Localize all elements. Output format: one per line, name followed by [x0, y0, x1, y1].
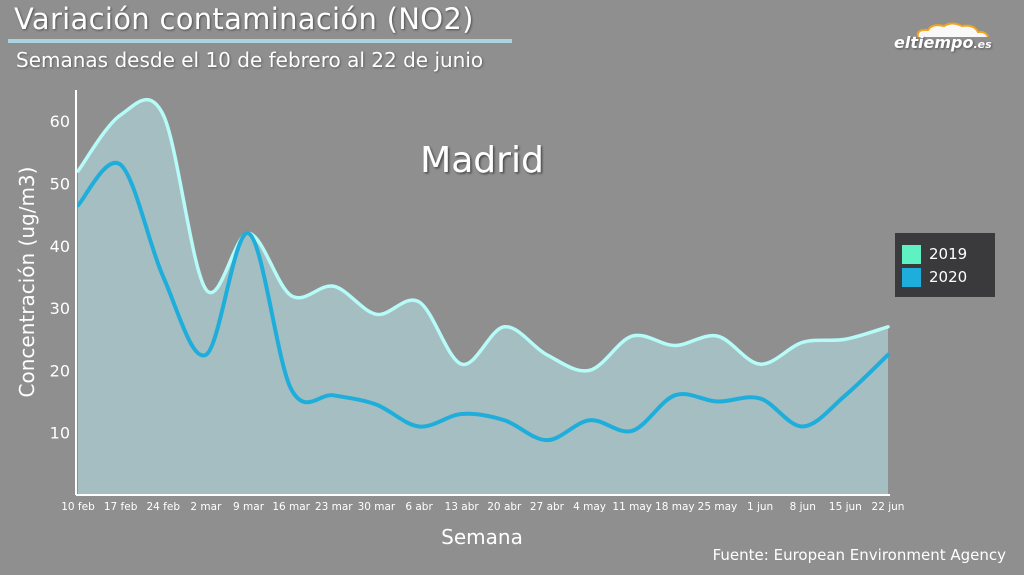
source-note: Fuente: European Environment Agency: [712, 546, 1006, 564]
y-tick-label: 60: [50, 112, 70, 131]
series-2019-line: [76, 98, 890, 373]
y-tick-label: 50: [50, 174, 70, 193]
x-tick-label: 13 abr: [445, 501, 480, 513]
x-tick-label: 22 jun: [872, 501, 905, 513]
x-tick-label: 18 may: [655, 501, 695, 513]
x-tick-label: 20 abr: [487, 501, 522, 513]
logo-tld: .es: [973, 38, 992, 51]
legend-label-2019: 2019: [929, 245, 968, 263]
x-tick-label: 23 mar: [315, 501, 353, 513]
cloud-icon: [916, 22, 989, 38]
series-2020-line: [76, 160, 890, 443]
legend-item-2020: 2020: [902, 267, 967, 287]
x-tick-label: 8 jun: [790, 501, 816, 513]
x-tick-label: 17 feb: [104, 501, 138, 513]
x-tick-label: 10 feb: [61, 501, 95, 513]
legend: 2019 2020: [895, 233, 995, 297]
x-axis-ticks: 10 feb 17 feb 24 feb 2 mar 9 mar 16 mar 23 mar…: [61, 501, 904, 513]
area-fill: [78, 99, 888, 496]
x-tick-label: 4 may: [573, 501, 606, 513]
legend-swatch-2019: [902, 244, 921, 264]
x-tick-label: 27 abr: [530, 501, 565, 513]
x-tick-label: 25 may: [698, 501, 738, 513]
x-tick-label: 11 may: [612, 501, 652, 513]
legend-label-2020: 2020: [929, 268, 968, 286]
chart-title: Madrid: [420, 140, 544, 181]
y-tick-label: 10: [50, 424, 70, 443]
chart-title-header: Variación contaminación (NO2): [14, 2, 474, 36]
x-tick-label: 1 jun: [747, 501, 773, 513]
legend-item-2019: 2019: [902, 244, 967, 264]
y-tick-label: 40: [50, 237, 70, 256]
y-axis-ticks: 10 20 30 40 50 60: [50, 112, 70, 443]
x-tick-label: 24 feb: [146, 501, 180, 513]
axes: [75, 90, 890, 496]
x-tick-label: 2 mar: [190, 501, 222, 513]
x-tick-label: 16 mar: [272, 501, 310, 513]
legend-swatch-2020: [902, 267, 921, 287]
y-tick-label: 20: [50, 361, 70, 380]
x-tick-label: 30 mar: [358, 501, 396, 513]
x-tick-label: 15 jun: [829, 501, 862, 513]
brand-logo: eltiempo.es: [894, 22, 1004, 56]
logo-wordmark: eltiempo: [894, 33, 974, 52]
chart-subtitle: Semanas desde el 10 de febrero al 22 de …: [16, 48, 484, 72]
x-tick-label: 9 mar: [233, 501, 265, 513]
y-axis-label: Concentración (ug/m3): [15, 167, 39, 398]
x-axis-label: Semana: [441, 525, 523, 549]
x-tick-label: 6 abr: [405, 501, 433, 513]
title-underline: [8, 39, 512, 43]
y-tick-label: 30: [50, 299, 70, 318]
